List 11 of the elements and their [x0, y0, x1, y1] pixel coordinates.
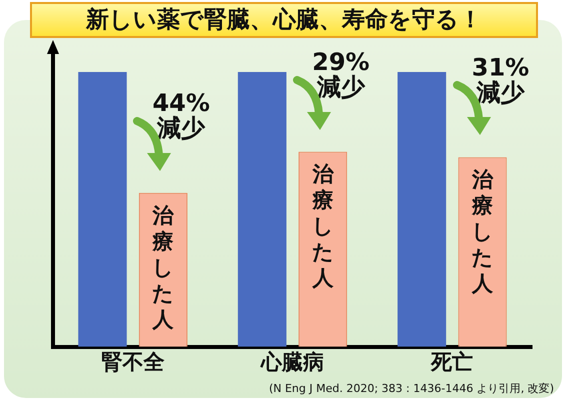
- text: 治療した人: [312, 162, 334, 290]
- text: 治療した人: [152, 203, 174, 332]
- series-label: 治療した人: [471, 168, 494, 296]
- x-tick-label: 死亡: [430, 350, 474, 374]
- chart-title: 新しい薬で腎臓、心臓、寿命を守る！: [30, 2, 538, 38]
- annotation: 29% 減少: [312, 48, 370, 101]
- annotation: 31% 減少: [472, 53, 530, 106]
- x-tick-label: 心臓病: [260, 350, 324, 374]
- text: (N Eng J Med. 2020; 383 : 1436-1446 より引用, 改変): [268, 381, 554, 396]
- annotation: 44% 減少: [152, 89, 210, 142]
- x-tick-label: 腎不全: [101, 350, 166, 374]
